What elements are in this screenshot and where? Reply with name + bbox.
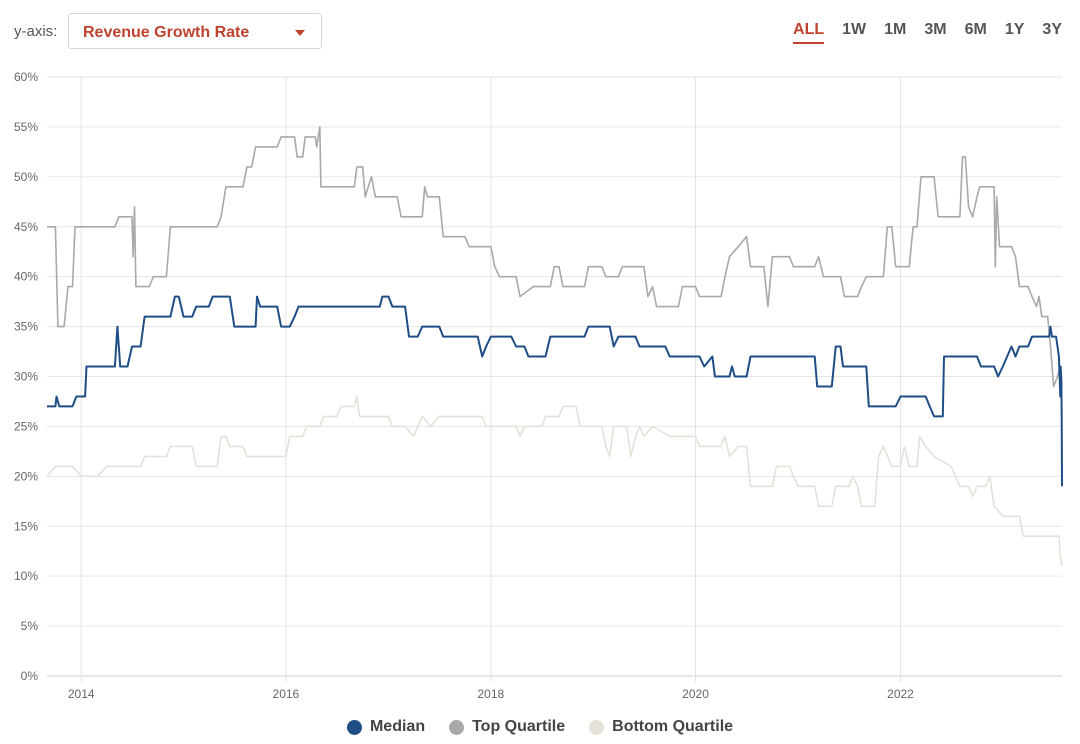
legend-label: Median — [369, 718, 426, 735]
x-tick-label: 2022 — [887, 687, 914, 701]
selected-metric: Revenue Growth Rate — [83, 24, 250, 41]
legend-item-bottom-quartile[interactable]: Bottom Quartile — [589, 718, 733, 736]
y-tick-label: 40% — [14, 270, 38, 284]
time-range-selector: ALL 1W 1M 3M 6M 1Y 3Y — [793, 21, 1062, 44]
y-tick-label: 10% — [14, 569, 38, 583]
y-tick-label: 15% — [14, 519, 38, 533]
y-tick-label: 60% — [14, 70, 38, 84]
y-tick-label: 45% — [14, 220, 38, 234]
chevron-down-icon — [295, 30, 305, 36]
x-tick-label: 2020 — [682, 687, 709, 701]
legend-dot-icon — [449, 719, 465, 735]
legend-label: Top Quartile — [472, 718, 566, 735]
x-tick-label: 2018 — [478, 687, 505, 701]
y-tick-label: 30% — [14, 370, 38, 384]
x-tick-label: 2016 — [273, 687, 300, 701]
y-tick-label: 35% — [14, 320, 38, 334]
legend-dot-icon — [346, 719, 362, 735]
y-tick-label: 25% — [14, 419, 38, 433]
series-line-top-quartile — [47, 126, 1063, 388]
y-tick-label: 5% — [21, 619, 39, 633]
legend-label: Bottom Quartile — [612, 718, 734, 735]
chart-legend: Median Top Quartile Bottom Quartile — [0, 718, 1080, 736]
y-axis-selector-label: y-axis: — [14, 23, 58, 40]
revenue-growth-chart: 0% 5% 10% 15% 20% 25% 30% 35% 40% 45% 50% 55% 60% 201… — [14, 70, 1063, 701]
range-button-3y[interactable]: 3Y — [1042, 21, 1062, 38]
range-button-all[interactable]: ALL — [793, 21, 825, 44]
range-button-6m[interactable]: 6M — [964, 21, 987, 38]
toolbar: y-axis: Revenue Growth Rate ALL 1W 1M 3M 6M 1… — [0, 0, 1080, 64]
series-line-bottom-quartile — [46, 395, 1063, 567]
series-line-median — [47, 295, 1063, 487]
range-button-1m[interactable]: 1M — [884, 21, 907, 38]
range-button-3m[interactable]: 3M — [924, 21, 947, 38]
y-tick-label: 20% — [14, 469, 38, 483]
y-tick-label: 50% — [14, 170, 38, 184]
x-tick-label: 2014 — [68, 687, 95, 701]
range-button-1y[interactable]: 1Y — [1004, 21, 1025, 38]
legend-item-median[interactable]: Median — [346, 718, 426, 736]
legend-item-top-quartile[interactable]: Top Quartile — [449, 718, 565, 736]
range-button-1w[interactable]: 1W — [842, 21, 867, 38]
legend-dot-icon — [589, 719, 605, 735]
y-tick-label: 0% — [21, 669, 39, 683]
y-tick-label: 55% — [14, 120, 38, 134]
y-axis-metric-select[interactable]: Revenue Growth Rate — [68, 13, 322, 49]
